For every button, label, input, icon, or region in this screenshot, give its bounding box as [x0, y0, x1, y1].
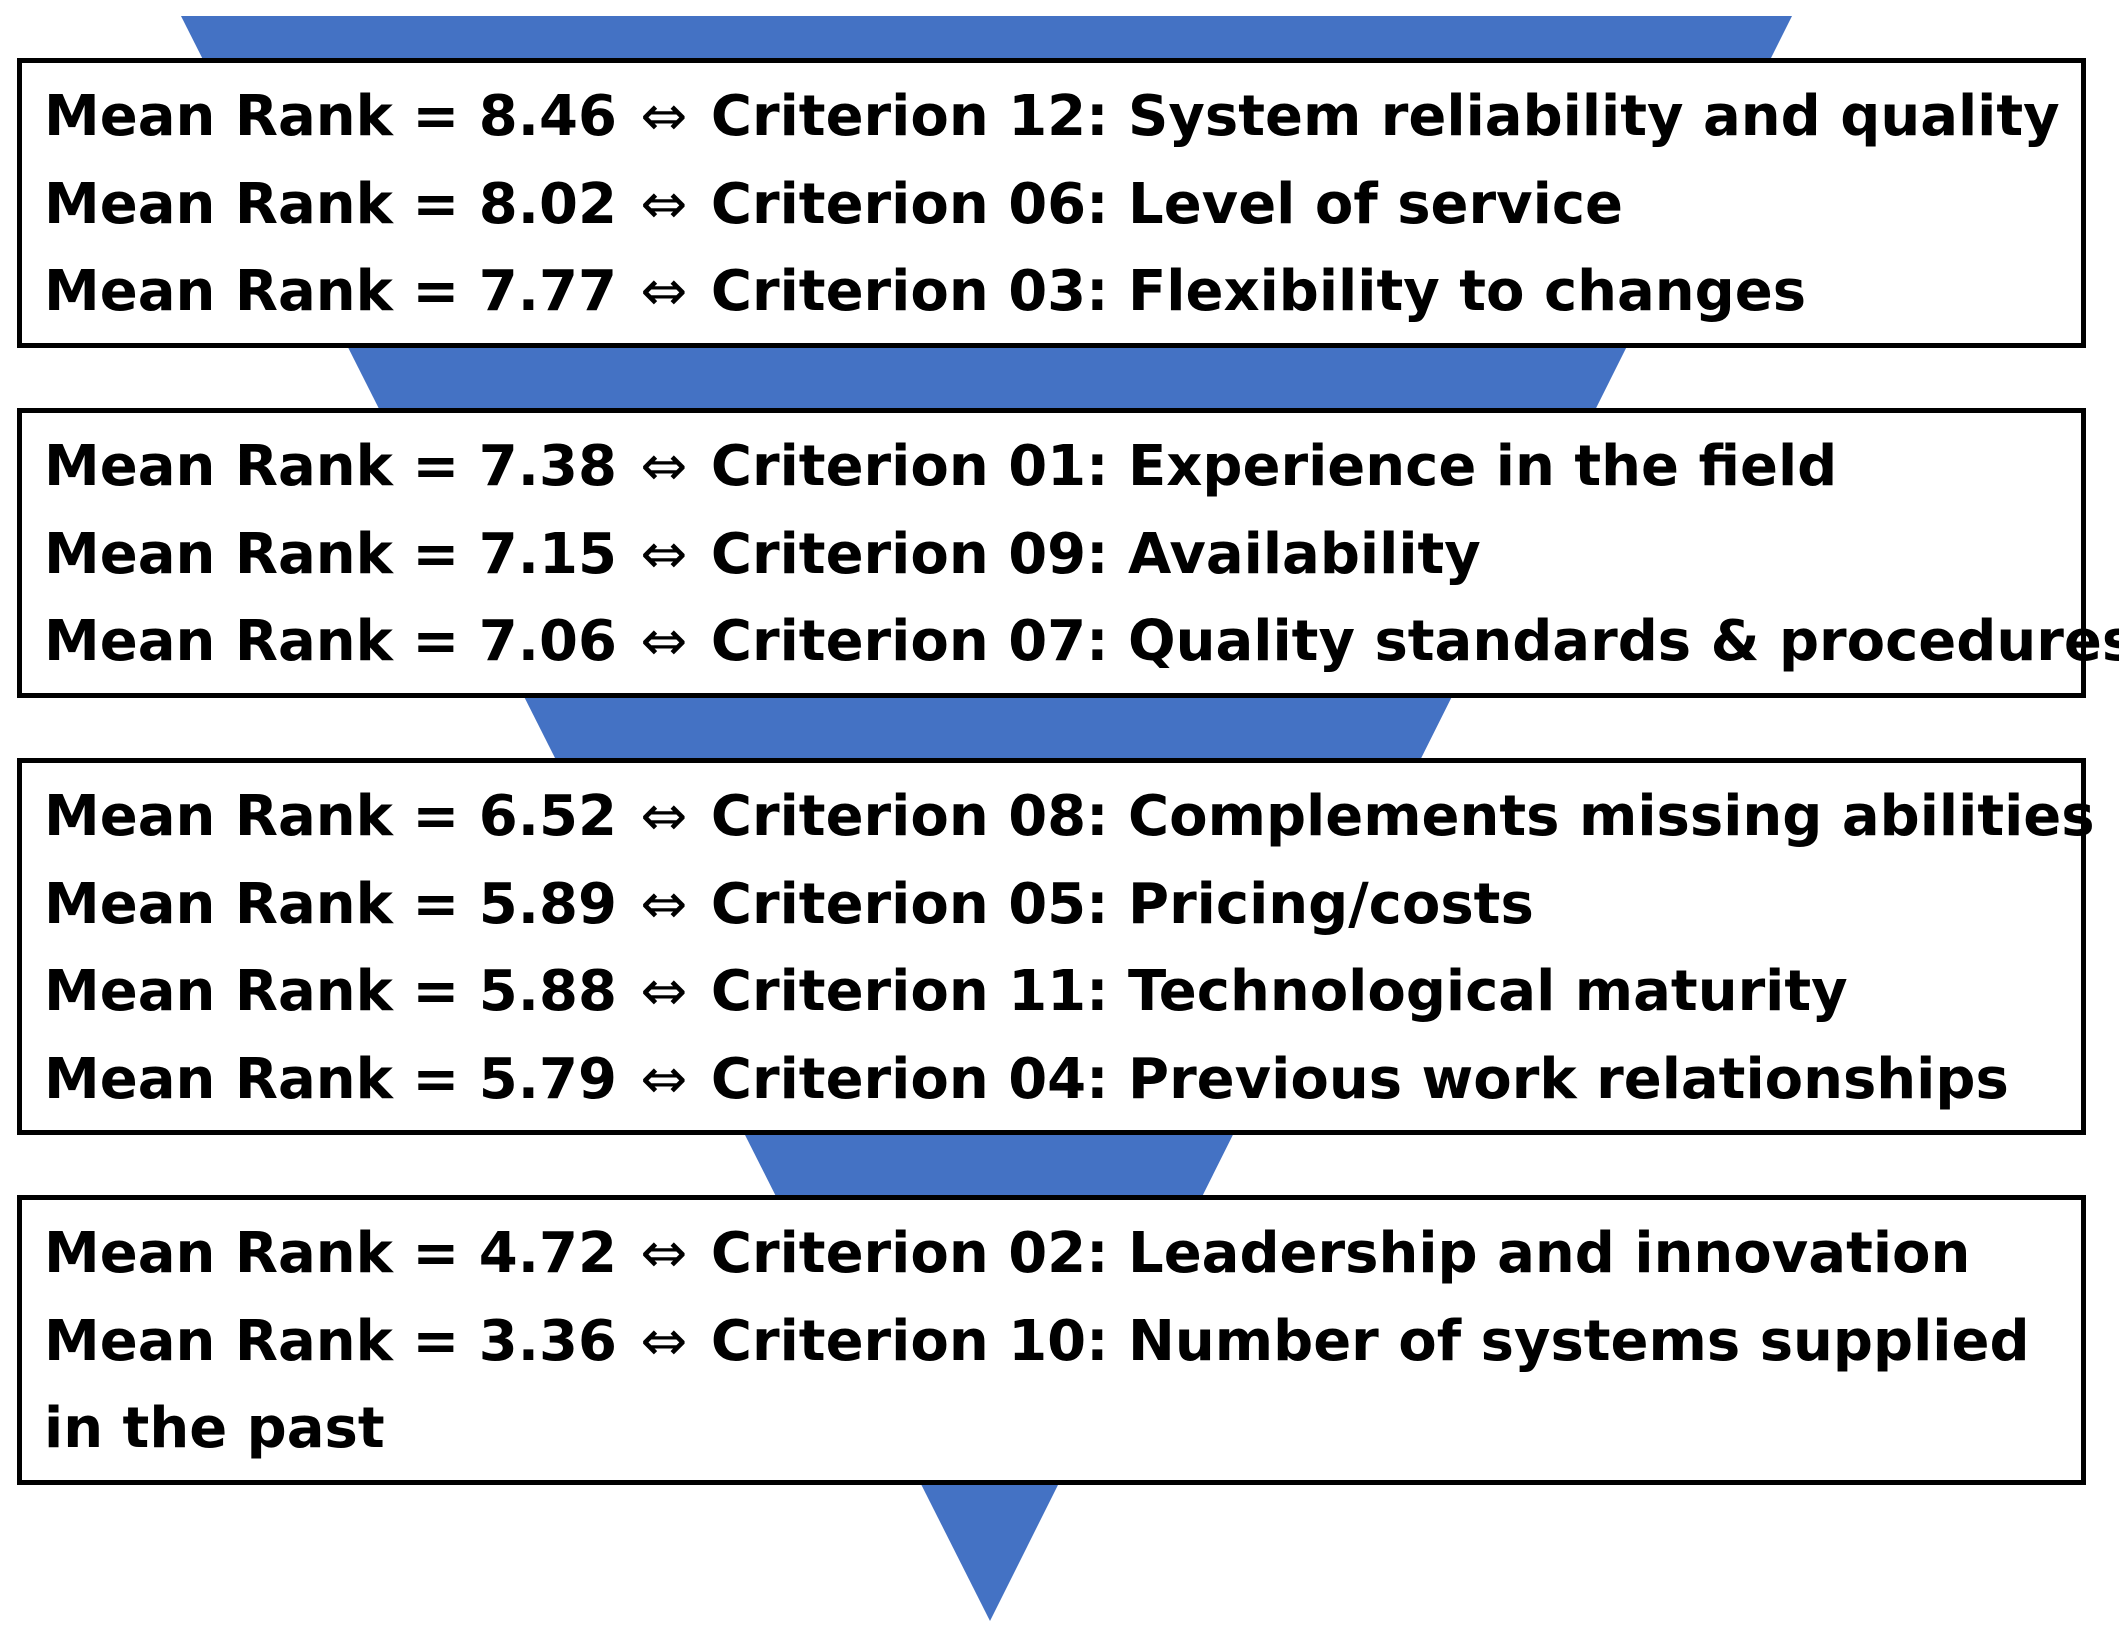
- criteria-group-2: Mean Rank = 7.38 ⇔ Criterion 01: Experie…: [17, 408, 2119, 698]
- criteria-group-1: Mean Rank = 8.46 ⇔ Criterion 12: System …: [17, 58, 2086, 348]
- criterion-label: Criterion 05: Pricing/costs: [710, 871, 1534, 937]
- mean-rank-label: Mean Rank = 6.52: [44, 784, 617, 849]
- mean-rank-label: Mean Rank = 5.89: [44, 871, 617, 937]
- criterion-label: Criterion 01: Experience in the field: [710, 434, 1838, 499]
- criterion-label: Criterion 04: Previous work relationship…: [710, 1046, 2009, 1112]
- criterion-row: Mean Rank = 7.06 ⇔ Criterion 07: Quality…: [44, 598, 2119, 686]
- criterion-row: Mean Rank = 7.77 ⇔ Criterion 03: Flexibi…: [44, 248, 2081, 336]
- mean-rank-label: Mean Rank = 5.79: [44, 1046, 617, 1112]
- criterion-label: Criterion 11: Technological maturity: [710, 959, 1848, 1024]
- mean-rank-label: Mean Rank = 7.38: [44, 434, 617, 499]
- mean-rank-label: Mean Rank = 3.36: [44, 1308, 617, 1374]
- criterion-row: Mean Rank = 6.52 ⇔ Criterion 08: Complem…: [44, 773, 2095, 861]
- mean-rank-label: Mean Rank = 7.77: [44, 259, 617, 324]
- criterion-row: Mean Rank = 5.89 ⇔ Criterion 05: Pricing…: [44, 861, 2081, 949]
- double-arrow-icon: ⇔: [640, 259, 688, 324]
- mean-rank-label: Mean Rank = 4.72: [44, 1221, 617, 1286]
- double-arrow-icon: ⇔: [640, 1046, 688, 1112]
- double-arrow-icon: ⇔: [640, 959, 688, 1024]
- criteria-group-4: Mean Rank = 4.72 ⇔ Criterion 02: Leaders…: [17, 1195, 2086, 1485]
- criterion-row: Mean Rank = 7.15 ⇔ Criterion 09: Availab…: [44, 511, 2081, 599]
- criterion-label: Criterion 02: Leadership and innovation: [710, 1221, 1971, 1286]
- double-arrow-icon: ⇔: [640, 1221, 688, 1286]
- criterion-label: Criterion 07: Quality standards & proced…: [710, 609, 2119, 674]
- double-arrow-icon: ⇔: [640, 871, 688, 937]
- double-arrow-icon: ⇔: [640, 784, 688, 849]
- criterion-row: Mean Rank = 3.36 ⇔ Criterion 10: Number …: [44, 1298, 2044, 1473]
- criteria-group-3: Mean Rank = 6.52 ⇔ Criterion 08: Complem…: [17, 758, 2095, 1135]
- double-arrow-icon: ⇔: [640, 521, 688, 587]
- mean-rank-label: Mean Rank = 8.46: [44, 84, 617, 149]
- mean-rank-label: Mean Rank = 5.88: [44, 959, 617, 1024]
- double-arrow-icon: ⇔: [640, 609, 688, 674]
- double-arrow-icon: ⇔: [640, 1308, 688, 1374]
- double-arrow-icon: ⇔: [640, 434, 688, 499]
- mean-rank-label: Mean Rank = 7.15: [44, 521, 617, 587]
- criterion-label: Criterion 10: Number of systems supplied…: [44, 1308, 2030, 1462]
- criterion-row: Mean Rank = 5.88 ⇔ Criterion 11: Technol…: [44, 948, 2081, 1036]
- criterion-row: Mean Rank = 5.79 ⇔ Criterion 04: Previou…: [44, 1036, 2081, 1124]
- criterion-row: Mean Rank = 8.02 ⇔ Criterion 06: Level o…: [44, 161, 2081, 249]
- criterion-label: Criterion 06: Level of service: [710, 171, 1623, 237]
- criterion-label: Criterion 08: Complements missing abilit…: [710, 784, 2095, 849]
- criterion-row: Mean Rank = 7.38 ⇔ Criterion 01: Experie…: [44, 423, 2081, 511]
- mean-rank-label: Mean Rank = 8.02: [44, 171, 617, 237]
- double-arrow-icon: ⇔: [640, 171, 688, 237]
- double-arrow-icon: ⇔: [640, 84, 688, 149]
- criterion-row: Mean Rank = 8.46 ⇔ Criterion 12: System …: [44, 73, 2081, 161]
- mean-rank-label: Mean Rank = 7.06: [44, 609, 617, 674]
- criterion-label: Criterion 12: System reliability and qua…: [710, 84, 2060, 149]
- criterion-label: Criterion 09: Availability: [710, 521, 1481, 587]
- criterion-label: Criterion 03: Flexibility to changes: [710, 259, 1807, 324]
- criterion-row: Mean Rank = 4.72 ⇔ Criterion 02: Leaders…: [44, 1210, 2081, 1298]
